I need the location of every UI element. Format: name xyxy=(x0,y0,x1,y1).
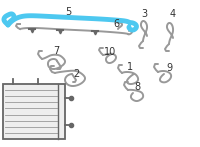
Text: 3: 3 xyxy=(141,9,147,19)
Text: 8: 8 xyxy=(134,82,140,92)
Text: 4: 4 xyxy=(170,9,176,19)
Text: 7: 7 xyxy=(53,46,59,56)
Text: 6: 6 xyxy=(113,19,119,29)
Text: 5: 5 xyxy=(65,7,71,17)
Text: 1: 1 xyxy=(127,62,133,72)
Bar xyxy=(3,84,65,139)
Text: 2: 2 xyxy=(73,69,79,79)
Text: 10: 10 xyxy=(104,47,116,57)
Text: 9: 9 xyxy=(166,63,172,73)
